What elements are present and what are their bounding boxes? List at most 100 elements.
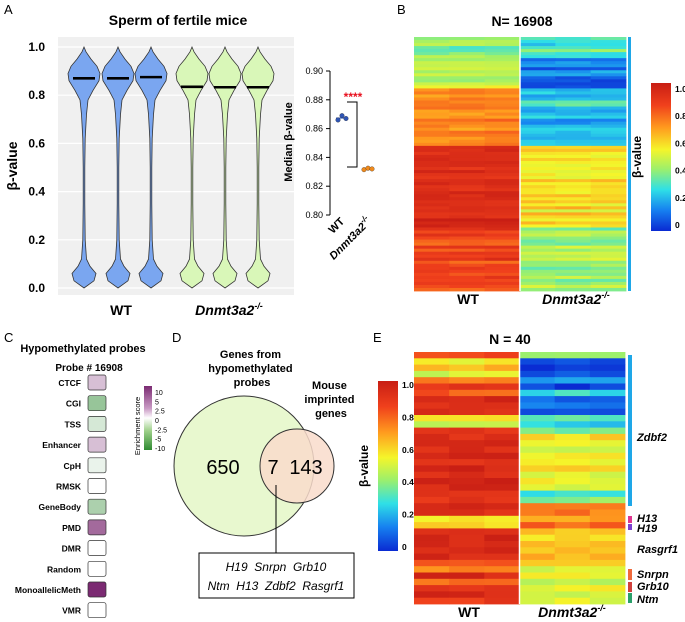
heatmap-b-cell	[449, 142, 486, 147]
heatmap-b-cell	[484, 197, 521, 201]
heatmap-b-cell	[590, 260, 627, 265]
heatmap-b-cell	[414, 103, 450, 107]
heatmap-b-cell	[555, 73, 592, 77]
heatmap-b-cell	[590, 82, 627, 86]
heatmap-b-cell	[555, 281, 592, 286]
heatmap-b-cell	[449, 224, 486, 228]
heatmap-b-cell	[449, 257, 486, 262]
heatmap-b-cell	[555, 275, 592, 280]
heatmap-e-gene-bar	[628, 355, 632, 506]
median-y-tick: 0.90	[305, 66, 323, 76]
heatmap-b-cell	[449, 263, 486, 268]
heatmap-b-cell	[414, 248, 450, 253]
heatmap-e-cell	[519, 471, 556, 479]
heatmap-b-cell	[520, 37, 556, 41]
heatmap-b-cell	[590, 179, 627, 183]
heatmap-b-cell	[520, 284, 556, 289]
heatmap-b-cell	[555, 151, 592, 156]
heatmap-e-cell	[589, 370, 626, 378]
heatmap-b-cell	[520, 209, 556, 213]
heatmap-b-cell	[520, 164, 556, 168]
heatmap-b-cell	[414, 58, 450, 62]
heatmap-b-cell	[590, 197, 627, 201]
enrichment-cell	[87, 581, 107, 598]
heatmap-b-cell	[590, 230, 627, 234]
heatmap-b-cell	[520, 121, 556, 126]
heatmap-b-cell	[414, 287, 450, 292]
violin-x-label-wt: WT	[110, 302, 132, 318]
heatmap-b-cell	[449, 218, 486, 222]
heatmap-b-cell	[449, 133, 486, 138]
heatmap-b-cell	[590, 245, 627, 250]
heatmap-e-cell	[484, 396, 520, 403]
heatmap-e-cell	[414, 427, 450, 435]
heatmap-b-cell	[520, 109, 556, 113]
heatmap-e-cell	[414, 490, 450, 498]
heatmap-e-cell	[589, 427, 626, 435]
heatmap-b-cell	[555, 106, 592, 110]
heatmap-b-cell	[555, 97, 592, 101]
heatmap-b-cell	[590, 139, 627, 144]
heatmap-e-cell	[449, 490, 485, 498]
enrichment-cell	[87, 416, 107, 432]
enrichment-feature-label: MonoallelicMeth	[15, 585, 81, 595]
heatmap-e-cell	[484, 597, 520, 605]
heatmap-b-cell	[449, 200, 486, 204]
heatmap-b-cell	[414, 49, 450, 53]
heatmap-e-cell	[589, 364, 626, 372]
violin-y-tick: 1.0	[28, 40, 45, 54]
enrichment-cell	[87, 395, 107, 412]
heatmap-b-cell	[484, 257, 521, 262]
heatmap-b-cell	[555, 245, 592, 250]
panel-a-violin-plot: Sperm of fertile mice 0.0 0.2 0.4 0.6 0.8 1.0…	[4, 12, 294, 318]
heatmap-e-cell	[589, 440, 626, 447]
heatmap-b-cell	[414, 179, 450, 183]
heatmap-b-cell	[414, 67, 450, 71]
violin-y-tick: 0.6	[28, 136, 45, 150]
heatmap-e-cell	[414, 465, 450, 473]
panel-e-title: N = 40	[489, 331, 531, 347]
heatmap-e-cell	[484, 358, 520, 365]
heatmap-b-cell	[449, 61, 486, 65]
heatmap-b-cell	[555, 185, 592, 189]
heatmap-b-cell	[484, 79, 521, 83]
heatmap-b-cell	[520, 167, 556, 171]
heatmap-e-cell	[519, 522, 556, 529]
heatmap-e-cell	[449, 459, 485, 466]
heatmap-b-cell	[484, 121, 521, 126]
heatmap-b-cell	[414, 206, 450, 210]
heatmap-b-cell	[414, 176, 450, 180]
heatmap-e-cell	[484, 452, 520, 460]
heatmap-e-colorbar-tick: 0.6	[402, 445, 414, 455]
heatmap-b-cell	[555, 130, 592, 135]
heatmap-b-cell	[484, 281, 521, 286]
heatmap-b-cell	[449, 212, 486, 216]
heatmap-b-cell	[590, 154, 627, 159]
venn-right-label: Mouse imprinted genes	[304, 380, 357, 420]
heatmap-b-cell	[520, 115, 556, 120]
enrichment-cell	[87, 560, 107, 577]
venn-left-count: 650	[206, 457, 239, 479]
heatmap-b-cell	[590, 224, 627, 228]
heatmap-e-cell	[589, 503, 626, 510]
heatmap-b-cell	[484, 88, 521, 92]
heatmap-b-cell	[414, 173, 450, 177]
enrichment-legend-tick: 5	[155, 399, 159, 406]
heatmap-e-cell	[519, 415, 556, 422]
heatmap-e-cell	[484, 572, 520, 580]
heatmap-e-cell	[484, 402, 520, 410]
heatmap-b-cell	[555, 142, 592, 147]
heatmap-e-cell	[484, 559, 520, 567]
heatmap-b-cell	[520, 287, 556, 292]
heatmap-e-gene-label: H19	[637, 523, 658, 535]
heatmap-e-cell	[554, 490, 591, 498]
heatmap-b-cell	[520, 160, 556, 165]
heatmap-b-cell	[484, 118, 521, 123]
heatmap-e-cell	[414, 358, 450, 365]
heatmap-b-cell	[555, 269, 592, 274]
heatmap-e-cell	[519, 459, 556, 466]
heatmap-e-cell	[449, 591, 485, 599]
venn-left-label: Genes from hypomethylated probes	[208, 349, 295, 389]
heatmap-e-cell	[484, 534, 520, 542]
